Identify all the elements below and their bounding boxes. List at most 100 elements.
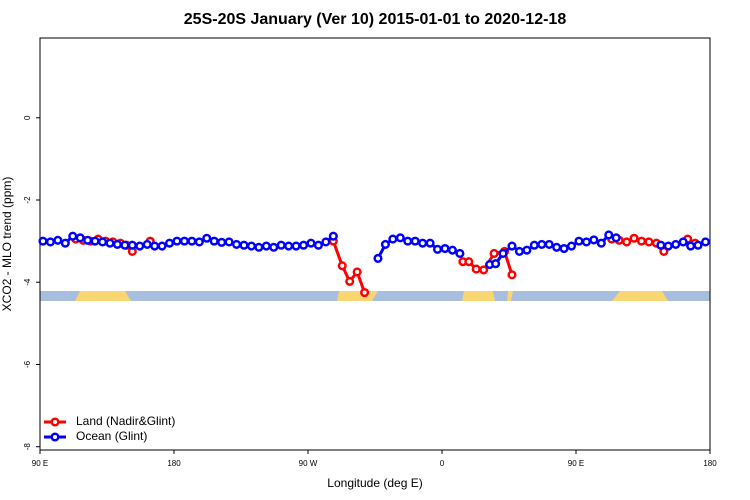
data-point	[127, 240, 137, 250]
data-point	[611, 233, 621, 243]
data-point	[507, 270, 517, 280]
x-tick-label: 90 W	[299, 459, 318, 468]
y-tick-label: 0	[23, 115, 32, 120]
data-point	[663, 241, 673, 251]
data-point	[522, 245, 532, 255]
data-point	[432, 244, 443, 254]
data-point	[403, 236, 413, 246]
y-tick-label: -2	[23, 196, 32, 204]
chart-title: 25S-20S January (Ver 10) 2015-01-01 to 2…	[184, 11, 567, 28]
data-point	[261, 241, 271, 251]
data-point	[97, 237, 108, 247]
data-point	[604, 230, 614, 240]
data-point	[489, 248, 499, 259]
y-tick-label: -4	[23, 278, 32, 286]
data-point	[596, 238, 606, 248]
data-point	[636, 236, 647, 246]
data-point	[68, 231, 78, 241]
data-point	[360, 287, 370, 298]
data-point	[678, 237, 688, 247]
data-point	[313, 240, 323, 250]
data-point	[164, 238, 175, 248]
data-point	[380, 239, 390, 249]
data-point	[231, 239, 242, 249]
data-point	[671, 239, 681, 249]
data-point	[629, 233, 639, 243]
data-point	[194, 237, 204, 247]
data-point	[135, 241, 145, 251]
data-point	[269, 242, 279, 252]
data-point	[90, 236, 100, 246]
data-point	[418, 238, 428, 248]
data-point	[395, 233, 405, 243]
y-tick-label: -8	[23, 443, 32, 451]
data-point	[246, 241, 256, 251]
data-point	[328, 231, 338, 241]
data-point	[150, 241, 160, 251]
data-point	[559, 243, 569, 254]
data-point	[75, 233, 85, 243]
y-axis-label: XCO2 - MLO trend (ppm)	[0, 177, 14, 312]
data-point	[544, 239, 554, 249]
data-point	[440, 243, 450, 254]
data-point	[552, 242, 562, 252]
data-point	[574, 236, 584, 246]
x-axis-label: Longitude (deg E)	[327, 476, 422, 490]
data-point	[507, 241, 517, 251]
data-point	[53, 235, 63, 245]
data-point	[352, 267, 362, 277]
data-point	[172, 236, 182, 246]
data-point	[120, 240, 130, 250]
data-point	[298, 240, 309, 250]
data-point	[388, 234, 398, 244]
data-point	[337, 261, 347, 271]
x-tick-label: 0	[440, 459, 445, 468]
data-point	[471, 264, 481, 274]
y-tick-label: -6	[23, 360, 32, 368]
data-point	[373, 253, 383, 263]
data-point	[284, 241, 294, 251]
data-point	[291, 241, 301, 251]
data-point	[157, 241, 167, 251]
data-point	[254, 242, 264, 252]
data-point	[455, 248, 465, 259]
x-tick-label: 180	[167, 459, 181, 468]
data-point	[622, 237, 632, 247]
data-point	[529, 240, 539, 250]
data-point	[410, 236, 420, 246]
data-point	[83, 235, 93, 245]
data-point	[239, 240, 249, 250]
legend-marker	[50, 417, 60, 427]
data-point	[566, 241, 577, 251]
data-point	[498, 248, 508, 259]
data-point	[60, 238, 70, 248]
data-point	[589, 235, 599, 245]
data-point	[425, 238, 435, 248]
x-tick-label: 90 E	[32, 459, 48, 468]
x-tick-label: 180	[703, 459, 717, 468]
data-point	[276, 240, 286, 250]
data-point	[537, 239, 547, 249]
data-point	[321, 237, 331, 247]
x-tick-label: 90 E	[568, 459, 584, 468]
data-point	[112, 239, 122, 249]
data-point	[447, 245, 457, 255]
data-point	[209, 236, 219, 246]
data-point	[656, 240, 666, 250]
legend-label: Ocean (Glint)	[76, 429, 147, 443]
data-point	[224, 237, 234, 247]
data-point	[187, 236, 197, 246]
data-point	[693, 240, 703, 250]
data-point	[345, 276, 355, 286]
data-point	[700, 237, 711, 247]
data-point	[479, 265, 489, 275]
data-point	[105, 238, 115, 248]
data-point	[514, 246, 524, 256]
data-point	[686, 241, 696, 251]
legend-marker	[50, 432, 60, 442]
data-point	[217, 237, 227, 247]
data-point	[581, 237, 591, 247]
data-point	[179, 236, 189, 246]
data-point	[45, 237, 55, 247]
